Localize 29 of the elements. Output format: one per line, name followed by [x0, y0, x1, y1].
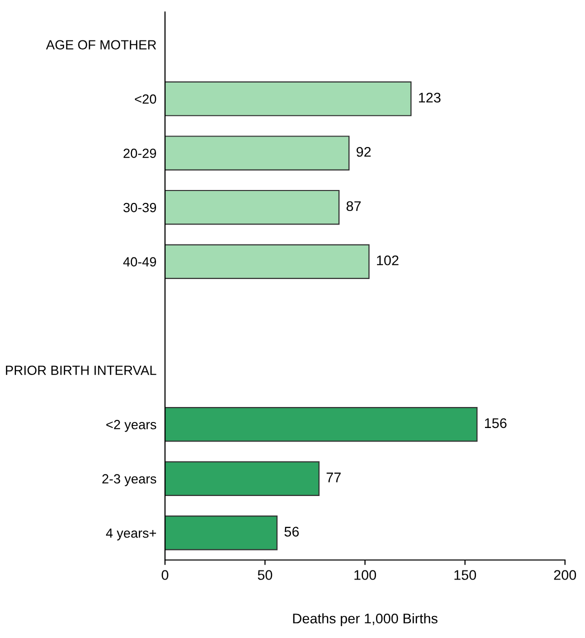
- data-label: 56: [284, 526, 299, 537]
- y-tick-label: 20-29: [124, 148, 156, 158]
- x-tick-label: 200: [554, 570, 576, 580]
- data-label: 102: [377, 255, 398, 266]
- bar: [165, 244, 370, 279]
- y-tick-label: 2-3 years: [102, 474, 156, 486]
- x-axis-title: Deaths per 1,000 Births: [293, 613, 438, 626]
- data-label: 123: [419, 92, 441, 103]
- data-label: 77: [326, 472, 341, 482]
- x-tick-label: 50: [258, 570, 272, 580]
- bar: [165, 81, 412, 116]
- y-tick-label: <20: [134, 94, 156, 104]
- data-label: 87: [346, 201, 361, 212]
- x-tick-label: 100: [354, 570, 376, 580]
- x-tick-label: 150: [454, 570, 476, 580]
- y-tick-label: 4 years+: [106, 528, 156, 540]
- y-tick-label: <2 years: [106, 420, 156, 432]
- data-label: 156: [485, 418, 507, 428]
- data-label: 92: [356, 146, 371, 157]
- bar: [165, 461, 320, 496]
- bar: [165, 136, 350, 170]
- y-tick-label: PRIOR BIRTH INTERVAL: [6, 366, 156, 376]
- y-tick-label: AGE OF MOTHER: [46, 40, 156, 50]
- bar: [165, 190, 340, 225]
- bar: [165, 515, 278, 550]
- x-tick-label: 0: [162, 570, 168, 580]
- y-tick-label: 40-49: [123, 257, 156, 266]
- y-tick-label: 30-39: [123, 202, 156, 212]
- bar: [165, 406, 478, 442]
